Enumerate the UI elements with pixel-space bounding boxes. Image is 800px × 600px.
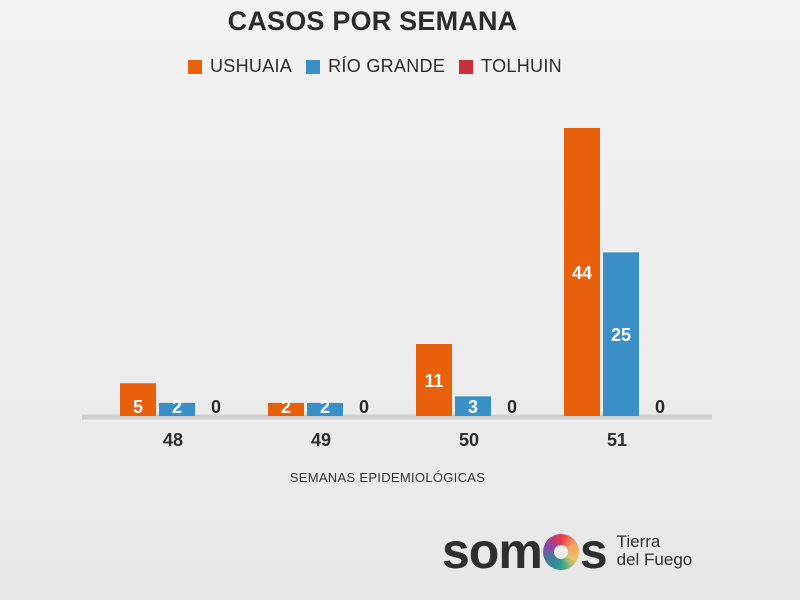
logo-o-icon	[542, 534, 579, 570]
somos-logo: som s Tierra del Fuego	[442, 526, 692, 576]
data-label-49-1: 2	[320, 397, 330, 417]
x-tick-label-51: 51	[607, 430, 627, 450]
bar-48-1	[159, 402, 195, 416]
x-axis-label: SEMANAS EPIDEMIOLÓGICAS	[289, 470, 486, 485]
bar-50-1	[455, 396, 491, 416]
legend-label-tolhuin: TOLHUIN	[481, 56, 562, 76]
legend-swatch-tolhuin	[459, 59, 474, 74]
legend-label-rio-grande: RÍO GRANDE	[328, 56, 446, 76]
data-label-48-1: 2	[172, 397, 182, 417]
bar-51-0	[564, 128, 600, 416]
bar-48-0	[120, 383, 156, 416]
logo-subtitle: Tierra del Fuego	[616, 532, 693, 569]
legend-swatch-rio-grande	[306, 59, 321, 74]
data-label-48-0: 5	[133, 397, 143, 417]
bar-51-1	[603, 252, 639, 416]
data-label-50-1: 3	[468, 397, 478, 417]
legend-item-tolhuin: TOLHUIN	[459, 56, 562, 77]
data-label-51-2: 0	[655, 397, 665, 417]
legend-item-ushuaia: USHUAIA	[188, 56, 292, 77]
data-label-51-1: 25	[611, 325, 631, 345]
bar-50-0	[416, 344, 452, 416]
data-label-50-0: 11	[424, 371, 443, 391]
chart-title: CASOS POR SEMANA	[227, 6, 518, 36]
legend: USHUAIA RÍO GRANDE TOLHUIN	[188, 56, 562, 77]
legend-label-ushuaia: USHUAIA	[210, 56, 293, 76]
data-label-49-0: 2	[281, 397, 291, 417]
legend-swatch-ushuaia	[188, 59, 202, 74]
logo-wordmark: som s	[442, 523, 608, 579]
x-tick-label-50: 50	[459, 430, 479, 450]
data-label-50-2: 0	[507, 397, 517, 417]
data-label-48-2: 0	[211, 397, 221, 417]
legend-item-rio-grande: RÍO GRANDE	[306, 56, 445, 77]
bar-49-1	[307, 402, 343, 416]
data-label-51-0: 44	[572, 263, 592, 283]
bar-49-0	[268, 402, 304, 416]
x-tick-label-49: 49	[311, 430, 331, 450]
x-tick-label-48: 48	[163, 430, 183, 450]
data-label-49-2: 0	[359, 397, 369, 417]
